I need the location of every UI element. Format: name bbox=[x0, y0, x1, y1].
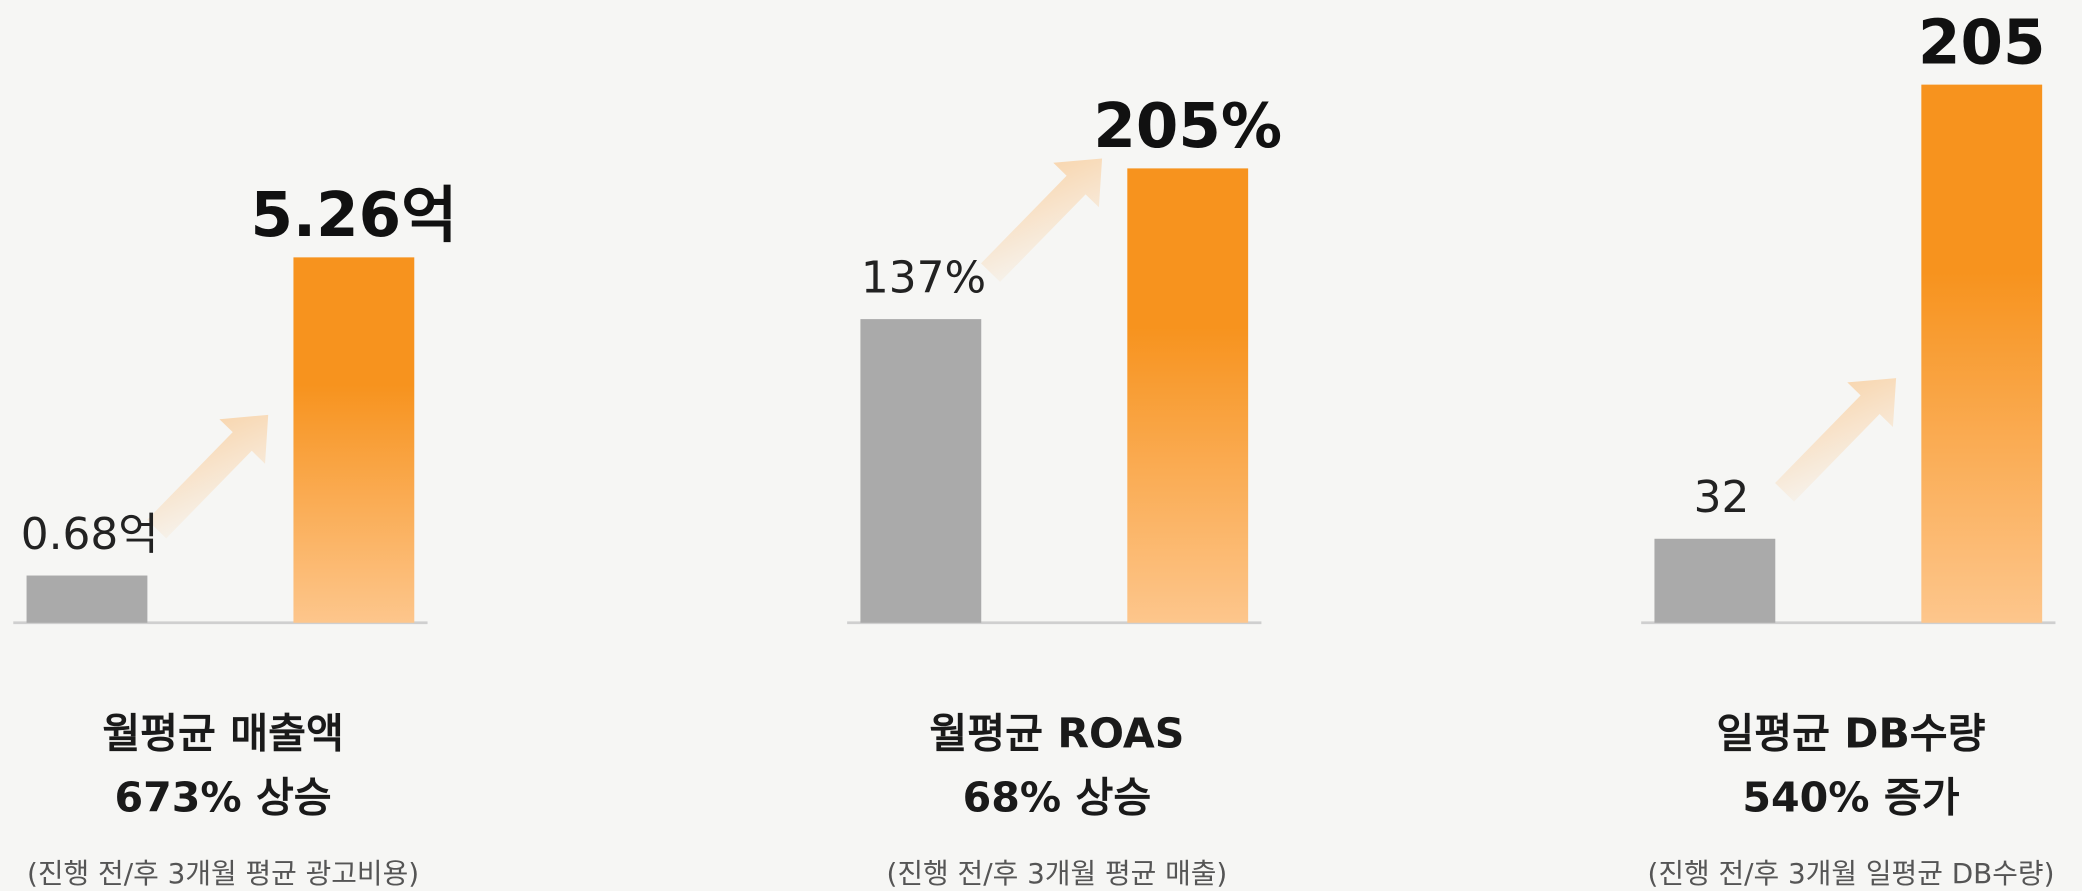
chart: 137% 205% 월평균 ROAS 68% 상승 (진행 전/후 3개월 평균 매출) bbox=[847, 91, 1282, 890]
chart-subtitle: (진행 전/후 3개월 일평균 DB수량) bbox=[1647, 857, 2054, 890]
chart-title: 월평균 매출액 bbox=[102, 710, 344, 758]
arrow-shape bbox=[147, 414, 269, 539]
chart-title: 일평균 DB수량 bbox=[1716, 710, 1985, 758]
chart-title: 673% 상승 bbox=[114, 773, 331, 821]
value-label: 137% bbox=[861, 253, 986, 304]
chart-title: 68% 상승 bbox=[963, 773, 1152, 821]
chart: 32 205 일평균 DB수량 540% 증가 (진행 전/후 3개월 일평균 DB수량… bbox=[1641, 7, 2056, 890]
bar bbox=[1127, 168, 1249, 623]
value-label: 205 bbox=[1918, 7, 2045, 78]
chart-title: 월평균 ROAS bbox=[929, 710, 1184, 758]
bar bbox=[1921, 84, 2043, 623]
arrow-shape bbox=[981, 158, 1103, 282]
arrow bbox=[147, 414, 269, 539]
bar bbox=[26, 575, 148, 623]
value-label: 5.26억 bbox=[250, 180, 457, 251]
arrow bbox=[1775, 378, 1897, 502]
arrow-shape bbox=[1775, 378, 1897, 502]
value-label: 205% bbox=[1093, 91, 1282, 162]
chart-subtitle: (진행 전/후 3개월 평균 매출) bbox=[887, 857, 1228, 890]
bar bbox=[293, 257, 415, 623]
value-label: 32 bbox=[1694, 472, 1750, 523]
chart-subtitle: (진행 전/후 3개월 평균 광고비용) bbox=[27, 857, 419, 890]
value-label: 0.68억 bbox=[21, 509, 159, 560]
chart-title: 540% 증가 bbox=[1742, 773, 1959, 821]
bar bbox=[1654, 538, 1776, 623]
bar bbox=[860, 319, 982, 623]
arrow bbox=[981, 158, 1103, 282]
